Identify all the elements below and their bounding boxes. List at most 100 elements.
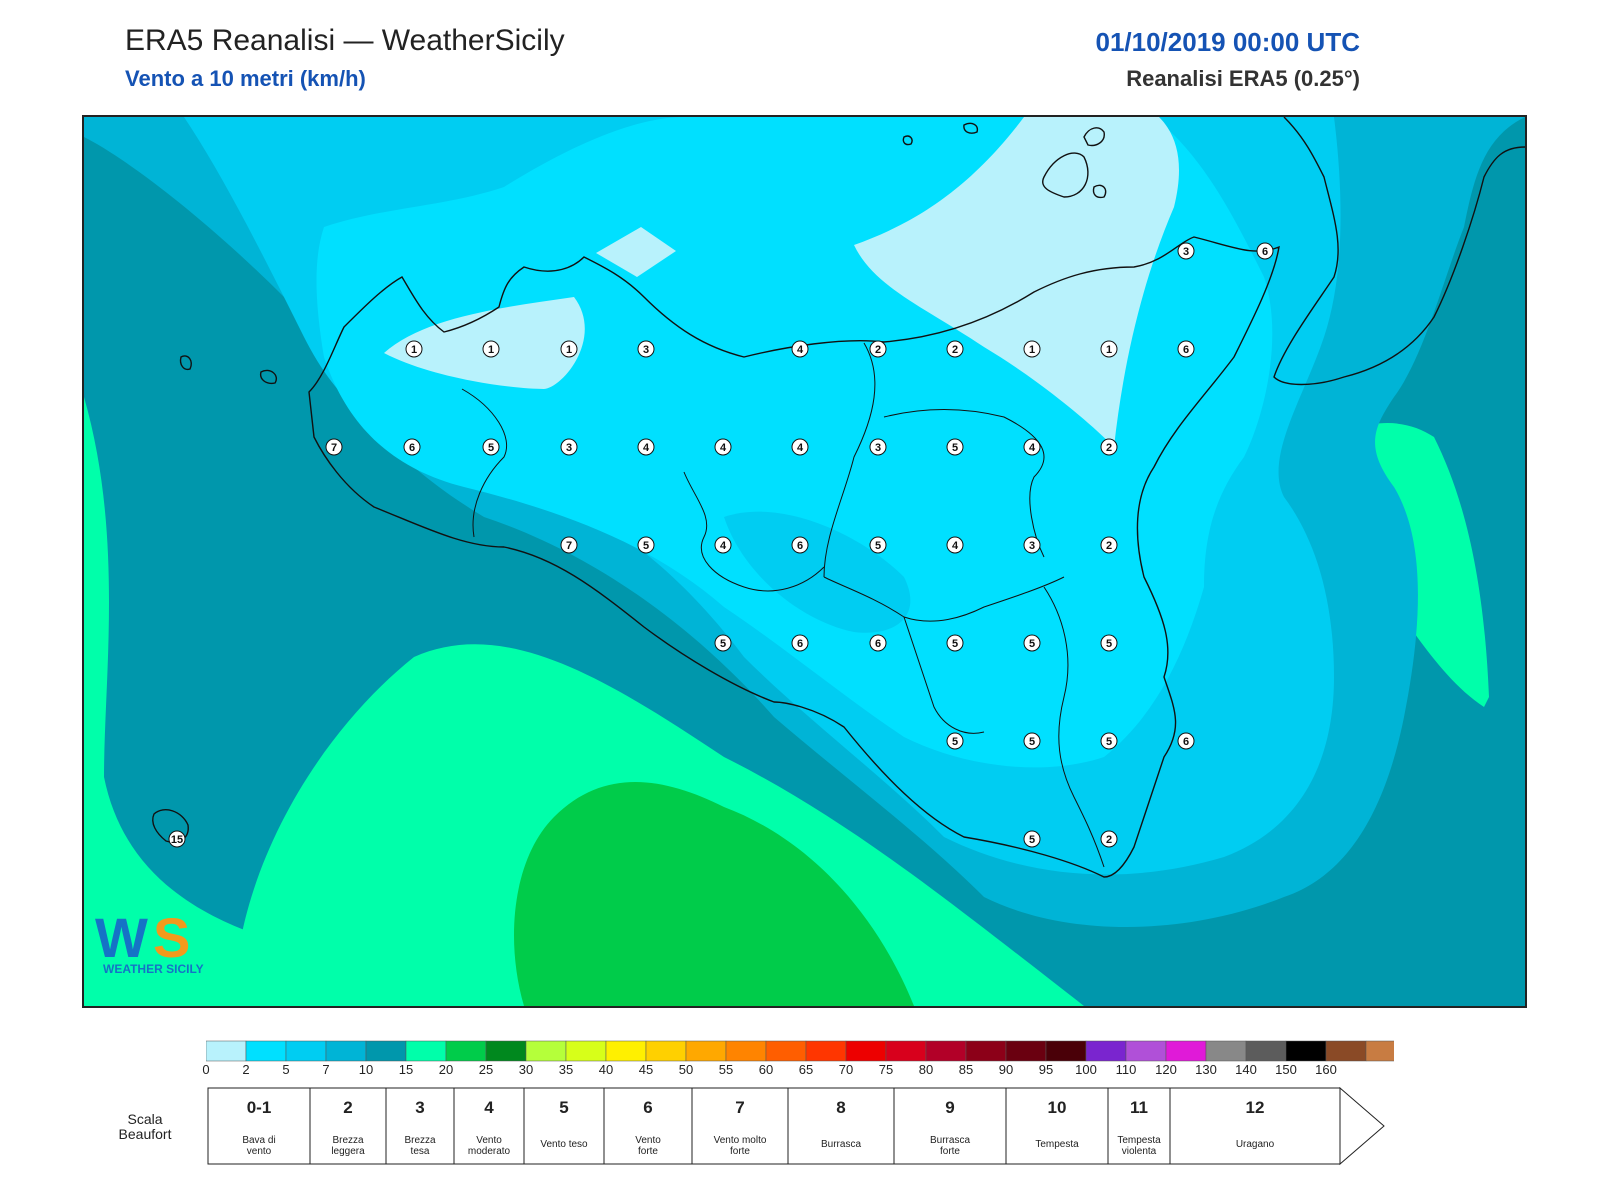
beaufort-number: 9 [945,1098,954,1117]
colorbar-tick-label: 100 [1075,1062,1097,1077]
station-marker-circle [869,536,887,554]
station-marker: 3 [1177,242,1195,260]
station-marker: 1 [405,340,423,358]
colorbar-segment [765,1040,807,1062]
station-marker: 4 [714,536,732,554]
beaufort-box [453,1087,525,1165]
contour-20-25 [514,782,914,1006]
wind-field-svg: 1 1 1 3 4 2 2 1 1 6 3 6 7 6 5 3 4 4 4 3 5 4 2 7 5 4 6 5 4 3 2 5 6 6 5 5 5 5 5 5… [84,117,1525,1006]
station-marker-circle [560,340,578,358]
station-value: 1 [566,344,572,356]
colorbar-tick-label: 0 [202,1062,210,1077]
station-marker: 5 [1100,634,1118,652]
colorbar-segment [206,1040,247,1062]
colorbar-tick-label: 15 [398,1062,414,1077]
station-marker: 5 [1100,732,1118,750]
station-marker-circle [1023,634,1041,652]
station-value: 3 [875,442,881,454]
station-marker-circle [637,340,655,358]
wind-map: 1 1 1 3 4 2 2 1 1 6 3 6 7 6 5 3 4 4 4 3 5 4 2 7 5 4 6 5 4 3 2 5 6 6 5 5 5 5 5 5… [82,115,1527,1008]
station-value: 5 [952,736,958,748]
station-value: 4 [1029,442,1036,454]
station-marker-circle [1177,732,1195,750]
sicily-coastline [308,236,1280,878]
colorbar-segment [885,1040,927,1062]
station-marker-circle [1100,732,1118,750]
station-marker: 5 [714,634,732,652]
beaufort-class: 12 Uragano [1169,1087,1341,1165]
beaufort-box [1107,1087,1171,1165]
station-value: 5 [488,442,494,454]
station-value: 6 [1183,344,1189,356]
station-marker-circle [714,438,732,456]
logo-ws-mark: W [95,906,148,969]
station-value: 7 [331,442,337,454]
beaufort-description: Brezza [332,1135,364,1146]
station-marker-circle [1023,732,1041,750]
border-palermo-messina [823,342,876,578]
station-marker-circle [1023,830,1041,848]
colorbar-segment [485,1040,527,1062]
beaufort-number: 4 [484,1098,494,1117]
map-datetime: 01/10/2019 00:00 UTC [1095,27,1360,57]
beaufort-number: 10 [1048,1098,1067,1117]
colorbar-tick-label: 65 [798,1062,814,1077]
logo-s-mark: S [153,906,190,969]
colorbar-arrow [1365,1040,1394,1062]
station-marker: 5 [869,536,887,554]
station-marker-circle [1100,634,1118,652]
station-value: 4 [643,442,650,454]
station-value: 4 [720,540,727,552]
colorbar-segment [1005,1040,1047,1062]
beaufort-box [893,1087,1007,1165]
station-marker: 5 [482,438,500,456]
station-value: 5 [643,540,649,552]
station-marker-circle [946,732,964,750]
beaufort-description-line2: tesa [411,1146,430,1157]
colorbar-segment [245,1040,287,1062]
station-marker-circle [946,536,964,554]
border-trapani-palermo [461,388,508,538]
colorbar-tick-label: 35 [558,1062,574,1077]
colorbar-segment [925,1040,967,1062]
station-marker: 2 [1100,536,1118,554]
colorbar-segment [405,1040,447,1062]
station-value: 3 [643,344,649,356]
aeolian-island-5 [902,135,913,146]
station-value: 6 [409,442,415,454]
station-marker: 5 [1023,830,1041,848]
station-value: 4 [952,540,959,552]
province-borders [461,342,1105,868]
station-marker: 1 [482,340,500,358]
station-marker: 3 [560,438,578,456]
station-marker-circle [946,340,964,358]
station-value: 5 [720,638,726,650]
beaufort-box [1169,1087,1341,1165]
station-value: 5 [1029,736,1035,748]
colorbar-tick-label: 150 [1275,1062,1297,1077]
beaufort-description-line2: forte [730,1146,750,1157]
coastlines [152,117,1525,878]
station-marker: 5 [1023,634,1041,652]
colorbar-tick-label: 75 [878,1062,894,1077]
colorbar-tick-label: 130 [1195,1062,1217,1077]
contour-15-20-west [84,397,264,1006]
beaufort-description: Tempesta [1035,1139,1079,1150]
product-label: Reanalisi ERA5 (0.25°) [1126,66,1360,91]
station-marker: 3 [869,438,887,456]
beaufort-description-line2: moderato [468,1146,511,1157]
station-marker: 4 [946,536,964,554]
station-marker-circle [1177,340,1195,358]
colorbar-tick-label: 110 [1115,1062,1137,1077]
station-value: 2 [1106,442,1112,454]
station-marker-circle [1100,438,1118,456]
station-marker-circle [1100,830,1118,848]
station-marker-circle [1256,242,1274,260]
station-marker: 6 [791,536,809,554]
station-value: 5 [952,442,958,454]
colorbar-segment [445,1040,487,1062]
